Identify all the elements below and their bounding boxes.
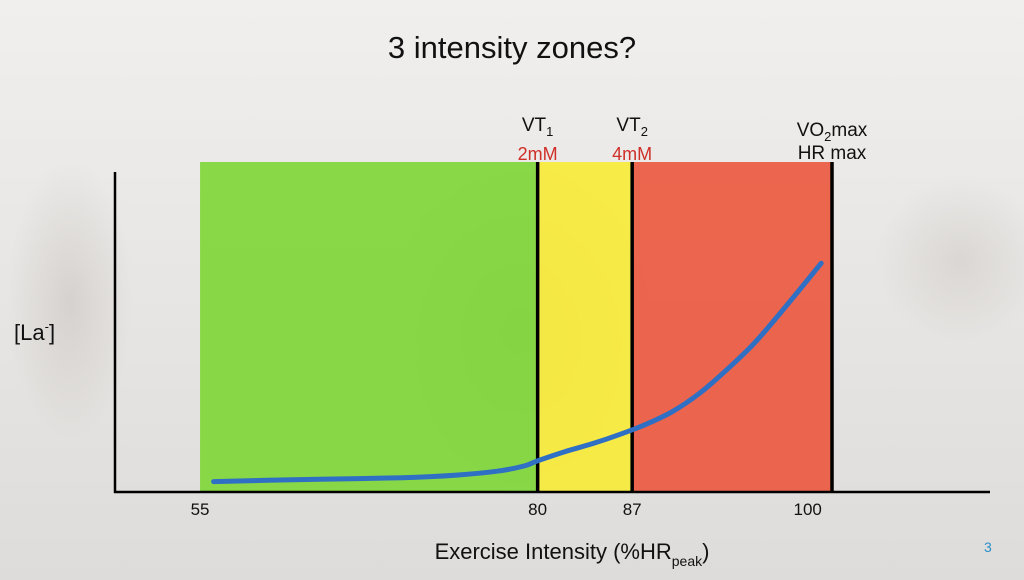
x-tick-label-55: 55 <box>191 500 210 519</box>
y-axis-label: [La-] <box>14 319 55 345</box>
x-axis-label: Exercise Intensity (%HRpeak) <box>435 539 710 569</box>
lactate-curve <box>211 260 824 485</box>
threshold-value-1: 2mM <box>518 144 558 164</box>
threshold-value-2: 4mM <box>612 144 652 164</box>
threshold-label-1: VT1 <box>522 115 554 139</box>
x-tick-label-80: 80 <box>528 500 547 519</box>
x-tick-label-100: 100 <box>794 500 822 519</box>
x-tick-label-87: 87 <box>623 500 642 519</box>
zone-1 <box>200 162 538 492</box>
zone-3 <box>632 162 833 492</box>
zone-2 <box>537 162 633 492</box>
threshold-label-2: VT2 <box>616 115 648 139</box>
hrmax-label: HR max <box>798 143 867 164</box>
vo2max-label: VO2max <box>797 120 868 144</box>
slide-title: 3 intensity zones? <box>387 30 637 65</box>
page-number: 3 <box>984 539 992 555</box>
